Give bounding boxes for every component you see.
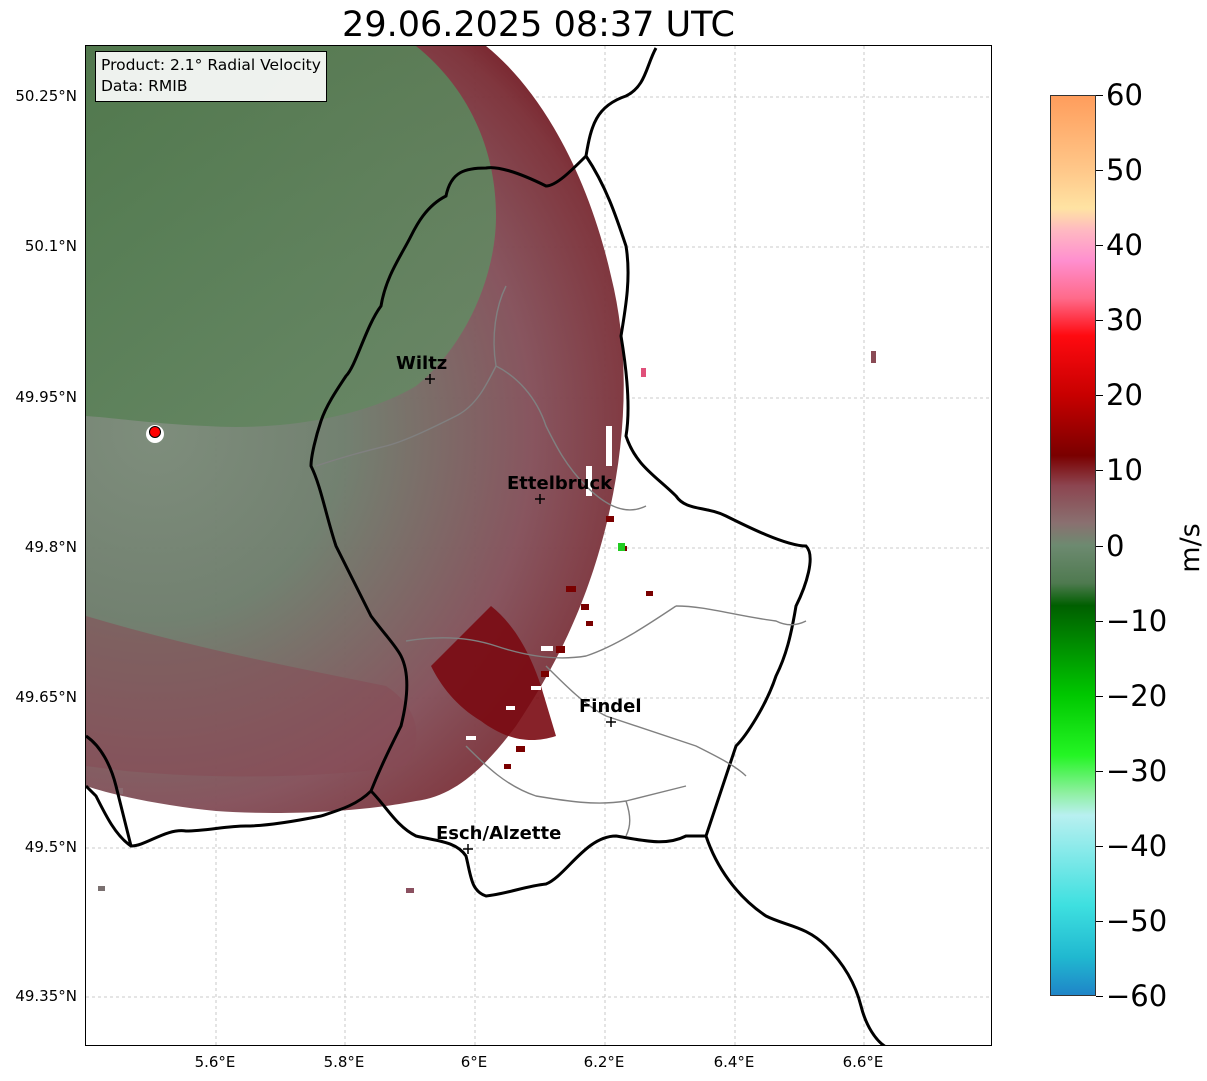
velocity-colorbar — [1050, 95, 1096, 996]
colorbar-tick-label: 0 — [1106, 528, 1125, 563]
lat-tick-label: 49.35°N — [15, 987, 77, 1005]
colorbar-tick-mark — [1096, 95, 1103, 96]
country-border-lu-de — [584, 155, 886, 1045]
lon-tick-label: 5.8°E — [323, 1053, 365, 1071]
strong-inbound-band — [431, 606, 556, 741]
colorbar-tick-mark — [1096, 320, 1103, 322]
colorbar-tick-label: 30 — [1106, 303, 1143, 338]
city-marker-findel — [606, 717, 616, 727]
lon-tick-label: 6.6°E — [842, 1053, 884, 1071]
colorbar-tick-label: 10 — [1106, 453, 1143, 488]
lon-tick-label: 6.4°E — [713, 1053, 755, 1071]
colorbar-tick-mark — [1096, 996, 1103, 997]
country-border-be-lu — [86, 47, 658, 848]
colorbar-tick-label: 60 — [1106, 78, 1143, 112]
lat-tick-label: 49.8°N — [24, 538, 77, 556]
city-label-findel: Findel — [579, 696, 642, 717]
map-title: 29.06.2025 08:37 UTC — [342, 5, 735, 45]
lon-tick-label: 6°E — [460, 1053, 488, 1071]
colorbar-tick-label: −50 — [1106, 903, 1168, 938]
country-border-west-branch — [86, 734, 133, 847]
lat-tick-label: 49.95°N — [15, 388, 77, 406]
colorbar-tick-mark — [1096, 170, 1103, 172]
colorbar-tick-label: 40 — [1106, 228, 1143, 263]
colorbar-tick-mark — [1096, 395, 1103, 397]
country-border-lu-fr — [369, 789, 706, 898]
colorbar-tick-mark — [1096, 770, 1103, 772]
city-label-esch: Esch/Alzette — [436, 823, 561, 844]
lon-tick-label: 6.2°E — [583, 1053, 625, 1071]
colorbar-tick-mark — [1096, 845, 1103, 847]
scattered-echo-speckles — [98, 351, 876, 893]
colorbar-tick-mark — [1096, 620, 1103, 622]
outbound-velocity-region — [86, 46, 496, 427]
colorbar-tick-mark — [1096, 470, 1103, 472]
colorbar-tick-label: −10 — [1106, 603, 1168, 638]
city-marker-esch — [463, 844, 473, 854]
lat-tick-label: 50.25°N — [15, 87, 77, 105]
city-marker-ettelbruck — [535, 494, 545, 504]
city-marker-wiltz — [425, 374, 435, 384]
colorbar-tick-label: −20 — [1106, 678, 1168, 713]
city-markers — [425, 374, 616, 854]
colorbar-tick-label: −30 — [1106, 753, 1168, 788]
colorbar-tick-label: 20 — [1106, 378, 1143, 413]
colorbar-tick-mark — [1096, 695, 1103, 697]
lat-tick-label: 50.1°N — [24, 237, 77, 255]
colorbar-tick-label: 50 — [1106, 153, 1143, 188]
lon-tick-label: 5.6°E — [194, 1053, 236, 1071]
colorbar-tick-mark — [1096, 245, 1103, 247]
colorbar-tick-mark — [1096, 920, 1103, 922]
product-info-box: Product: 2.1° Radial Velocity Data: RMIB — [95, 51, 327, 102]
lat-tick-label: 49.5°N — [24, 838, 77, 856]
radar-site-marker — [149, 426, 161, 438]
colorbar-tick-label: −40 — [1106, 828, 1168, 863]
colorbar-tick-mark — [1096, 545, 1103, 547]
product-label: Product: 2.1° Radial Velocity — [101, 56, 321, 74]
colorbar-label: m/s — [1175, 523, 1207, 573]
city-label-wiltz: Wiltz — [396, 353, 447, 374]
inbound-band-south — [86, 616, 417, 777]
radar-map[interactable]: Wiltz Ettelbruck Findel Esch/Alzette — [85, 45, 992, 1046]
colorbar-tick-label: −60 — [1106, 979, 1168, 1013]
city-label-ettelbruck: Ettelbruck — [507, 473, 613, 494]
canton-borders — [315, 285, 807, 837]
data-source-label: Data: RMIB — [101, 77, 188, 95]
echo-gaps — [466, 426, 612, 776]
lat-tick-label: 49.65°N — [15, 688, 77, 706]
